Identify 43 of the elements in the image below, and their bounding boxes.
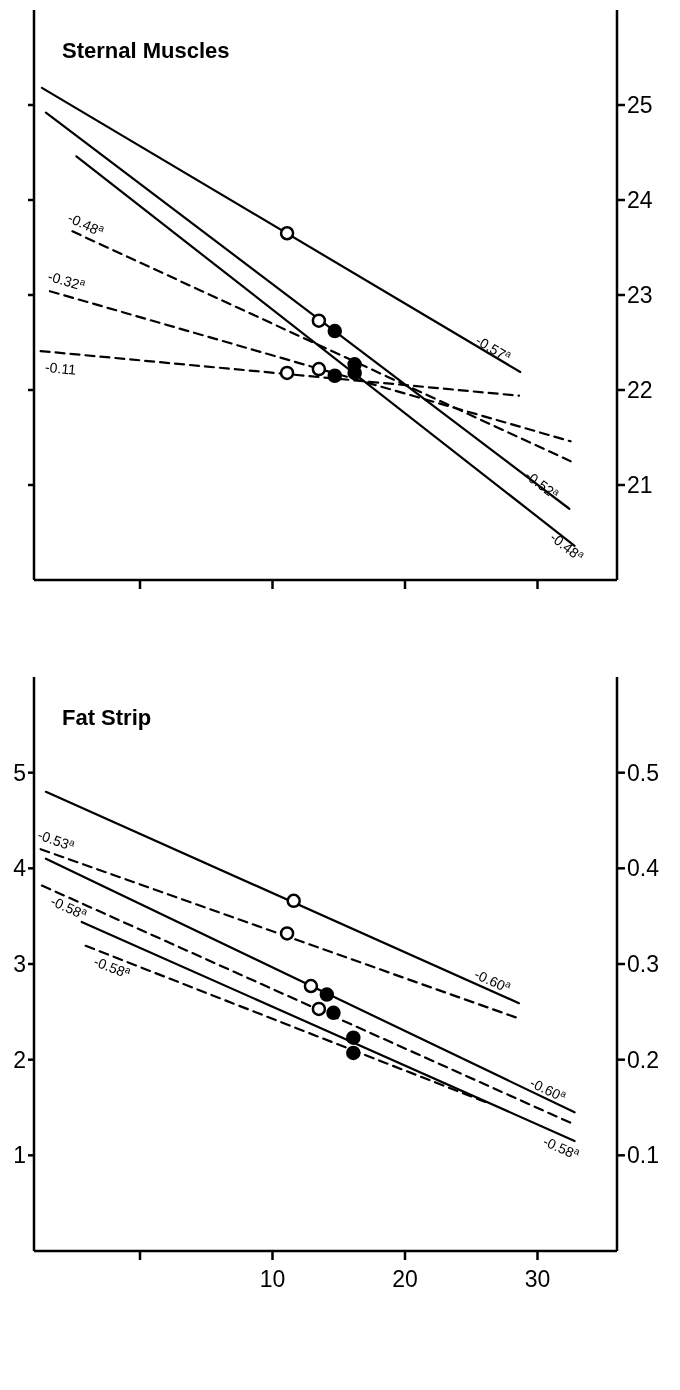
x-tick-label: 30 [524,1266,551,1292]
y-tick-label: 2 [13,1046,26,1073]
annotation: -0.48$^{a}$ [65,209,108,238]
y2-tick-label: 0.5 [627,759,659,786]
y2-tick-label: 0.4 [627,855,660,882]
point [279,926,295,941]
y-tick-label: 5 [13,759,26,786]
point [346,1045,361,1061]
annotation: -0.60$^{a}$ [472,965,514,994]
y2-tick-label: 0.3 [627,951,659,978]
text: Sternal Muscles [62,38,230,63]
annotation: -0.11 [44,358,77,378]
annotation: -0.58$^{a}$ [540,1133,583,1161]
y-tick-label: 21 [627,472,653,499]
y-tick-label: 4 [13,855,27,882]
point [346,1030,361,1045]
y2-tick-label: 0.2 [627,1046,659,1073]
point [279,365,295,381]
y-tick-label: 1 [13,1142,26,1169]
y-tick-label: 25 [627,92,653,119]
y-tick-label: 23 [627,282,653,309]
y2-tick-label: 0.1 [627,1142,659,1169]
y-tick-label: 22 [627,377,653,404]
annotation: -0.60$^{a}$ [527,1074,570,1103]
text: Fat Strip [62,705,152,730]
point [311,313,327,328]
annotation: -0.53$^{a}$ [35,826,78,853]
y-tick-label: 24 [627,187,653,214]
point [311,1001,327,1017]
point [326,1005,341,1021]
y-tick-label: 3 [13,951,26,978]
point [279,226,295,241]
annotation: -0.58$^{a}$ [91,953,134,980]
x-tick-label: 20 [392,1266,418,1292]
annotation: -0.58$^{a}$ [48,892,91,921]
point [319,987,335,1002]
point [311,361,327,377]
point [327,323,343,339]
x-tick-label: 10 [259,1266,286,1292]
point [286,893,301,909]
point [327,368,343,383]
annotation: -0.32$^{a}$ [46,268,88,293]
point [303,978,319,994]
